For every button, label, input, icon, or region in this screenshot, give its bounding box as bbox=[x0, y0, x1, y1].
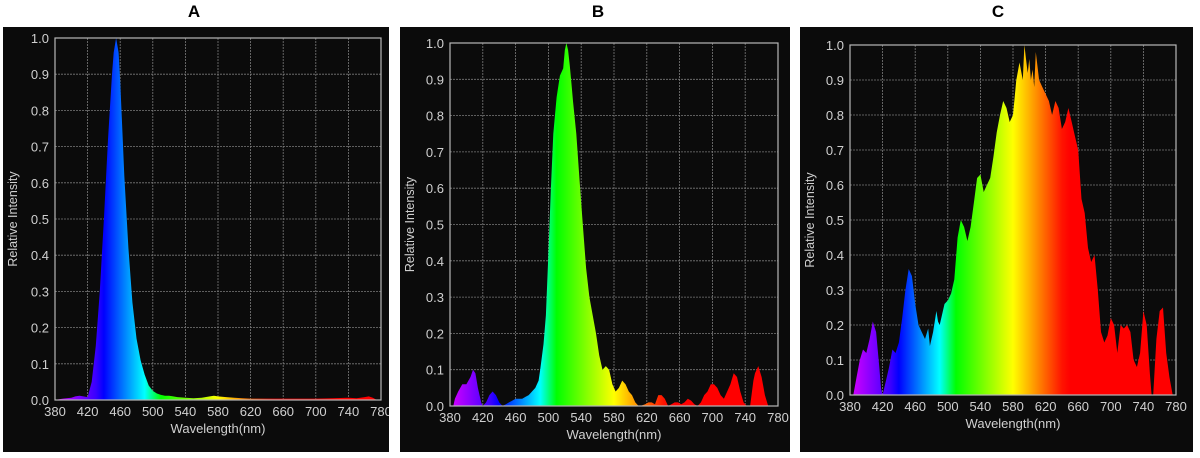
panel-label-c: C bbox=[991, 2, 1005, 21]
x-tick-label: 380 bbox=[44, 404, 66, 419]
x-tick-label: 580 bbox=[603, 410, 625, 425]
grid-lines bbox=[449, 42, 779, 407]
y-tick-label: 0.3 bbox=[826, 283, 844, 298]
y-tick-label: 0.9 bbox=[426, 72, 444, 87]
y-tick-label: 0.8 bbox=[826, 108, 844, 123]
x-tick-label: 380 bbox=[839, 399, 861, 414]
spectrum-chart-a: 380 420 460 500 540 580 620 660 700 740 780 0.0 0.1 0… bbox=[6, 31, 392, 436]
y-tick-label: 0.9 bbox=[826, 73, 844, 88]
x-tick-label: 620 bbox=[240, 404, 262, 419]
x-tick-label: 740 bbox=[734, 410, 756, 425]
axis-tick-labels: 380 420 460 500 540 580 620 660 700 740 780 0.0 0.1 0… bbox=[31, 31, 392, 419]
x-tick-label: 580 bbox=[207, 404, 229, 419]
x-tick-label: 740 bbox=[338, 404, 360, 419]
plot-frame bbox=[449, 42, 779, 407]
y-tick-label: 0.4 bbox=[826, 248, 844, 263]
x-tick-label: 580 bbox=[1002, 399, 1024, 414]
x-tick-label: 780 bbox=[370, 404, 389, 419]
y-tick-label: 0.2 bbox=[31, 321, 49, 336]
x-tick-label: 660 bbox=[1067, 399, 1089, 414]
y-tick-label: 0.3 bbox=[31, 284, 49, 299]
chart-panel-b: 380 420 460 500 540 580 620 660 700 740 780 0.0 0.1 0… bbox=[400, 27, 790, 452]
x-tick-label: 420 bbox=[872, 399, 894, 414]
x-tick-label: 700 bbox=[1100, 399, 1122, 414]
plot-frame bbox=[54, 37, 382, 401]
y-tick-label: 0.6 bbox=[31, 176, 49, 191]
x-tick-label: 780 bbox=[1165, 399, 1187, 414]
x-axis-label: Wavelength(nm) bbox=[171, 421, 266, 436]
y-tick-label: 0.2 bbox=[426, 326, 444, 341]
x-tick-label: 700 bbox=[305, 404, 327, 419]
y-tick-label: 0.0 bbox=[31, 393, 49, 408]
x-tick-label: 460 bbox=[505, 410, 527, 425]
x-tick-label: 660 bbox=[669, 410, 691, 425]
x-tick-label: 660 bbox=[272, 404, 294, 419]
y-tick-label: 0.6 bbox=[426, 181, 444, 196]
spectrum-chart-c: 380 420 460 500 540 580 620 660 700 740 780 0.0 0.1 0… bbox=[803, 38, 1187, 431]
x-tick-label: 540 bbox=[175, 404, 197, 419]
spectrum-area bbox=[55, 38, 377, 400]
panel-label-a: A bbox=[187, 2, 201, 21]
y-tick-label: 0.4 bbox=[426, 254, 444, 269]
y-tick-label: 0.8 bbox=[426, 109, 444, 124]
y-axis-label: Relative Intensity bbox=[403, 176, 417, 272]
axis-tick-labels: 380 420 460 500 540 580 620 660 700 740 780 0.0 0.1 0… bbox=[426, 36, 789, 425]
plot-frame bbox=[849, 44, 1177, 396]
x-tick-label: 780 bbox=[767, 410, 789, 425]
y-tick-label: 0.6 bbox=[826, 178, 844, 193]
y-tick-label: 0.7 bbox=[826, 143, 844, 158]
y-tick-label: 0.5 bbox=[426, 218, 444, 233]
panel-label-b: B bbox=[591, 2, 605, 21]
y-tick-label: 0.4 bbox=[31, 248, 49, 263]
x-tick-label: 460 bbox=[904, 399, 926, 414]
x-tick-label: 460 bbox=[109, 404, 131, 419]
y-tick-label: 0.2 bbox=[826, 318, 844, 333]
y-tick-label: 0.1 bbox=[826, 353, 844, 368]
spectrum-chart-b: 380 420 460 500 540 580 620 660 700 740 780 0.0 0.1 0… bbox=[403, 36, 789, 442]
x-axis-label: Wavelength(nm) bbox=[567, 427, 662, 442]
x-tick-label: 540 bbox=[970, 399, 992, 414]
y-tick-label: 0.7 bbox=[31, 140, 49, 155]
y-tick-label: 0.3 bbox=[426, 290, 444, 305]
x-tick-label: 500 bbox=[937, 399, 959, 414]
x-tick-label: 740 bbox=[1133, 399, 1155, 414]
y-tick-label: 0.0 bbox=[426, 399, 444, 414]
x-tick-label: 420 bbox=[77, 404, 99, 419]
axis-tick-labels: 380 420 460 500 540 580 620 660 700 740 780 0.0 0.1 0… bbox=[826, 38, 1187, 414]
chart-panel-a: 380 420 460 500 540 580 620 660 700 740 780 0.0 0.1 0… bbox=[3, 27, 392, 452]
y-tick-label: 1.0 bbox=[426, 36, 444, 51]
x-tick-label: 540 bbox=[570, 410, 592, 425]
x-axis-label: Wavelength(nm) bbox=[966, 416, 1061, 431]
y-tick-label: 0.0 bbox=[826, 388, 844, 403]
y-tick-label: 0.7 bbox=[426, 145, 444, 160]
y-tick-label: 0.5 bbox=[826, 213, 844, 228]
y-tick-label: 0.5 bbox=[31, 212, 49, 227]
x-tick-label: 420 bbox=[472, 410, 494, 425]
spectrum-area bbox=[853, 45, 1173, 395]
y-tick-label: 1.0 bbox=[826, 38, 844, 53]
y-axis-label: Relative Intensity bbox=[6, 171, 20, 267]
x-tick-label: 380 bbox=[439, 410, 461, 425]
x-tick-label: 700 bbox=[702, 410, 724, 425]
x-tick-label: 620 bbox=[636, 410, 658, 425]
y-tick-label: 0.1 bbox=[426, 363, 444, 378]
chart-panel-c: 380 420 460 500 540 580 620 660 700 740 780 0.0 0.1 0… bbox=[800, 27, 1193, 452]
y-tick-label: 0.9 bbox=[31, 67, 49, 82]
x-tick-label: 500 bbox=[538, 410, 560, 425]
x-tick-label: 500 bbox=[142, 404, 164, 419]
y-axis-label: Relative Intensity bbox=[803, 172, 817, 268]
x-tick-label: 620 bbox=[1035, 399, 1057, 414]
y-tick-label: 1.0 bbox=[31, 31, 49, 46]
y-tick-label: 0.8 bbox=[31, 103, 49, 118]
y-tick-label: 0.1 bbox=[31, 357, 49, 372]
